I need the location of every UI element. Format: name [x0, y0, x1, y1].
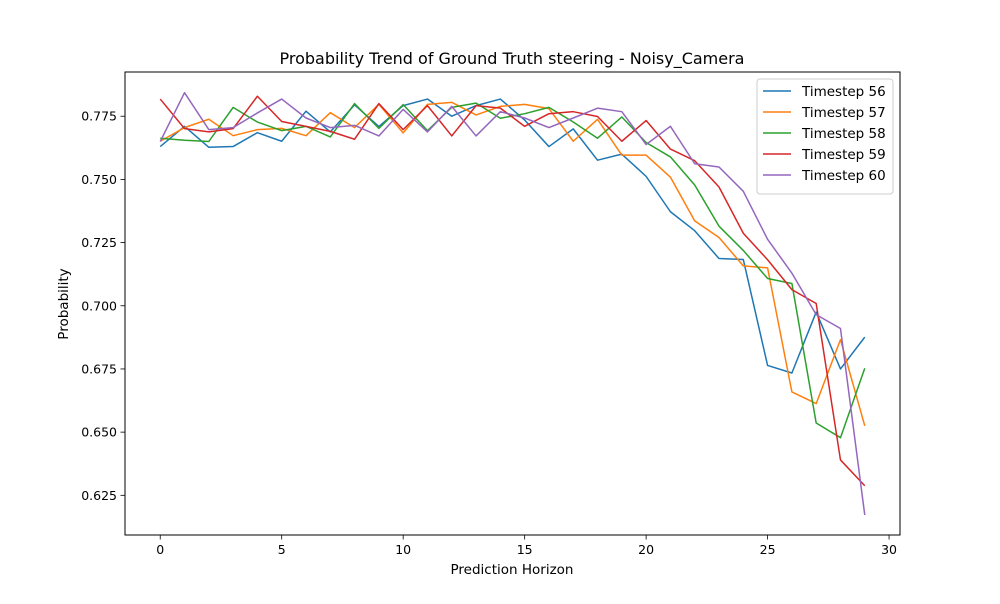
y-tick-label: 0.625: [81, 488, 117, 503]
x-axis-label: Prediction Horizon: [451, 562, 574, 578]
legend: Timestep 56 Timestep 57 Timestep 58 Timeste…: [756, 78, 894, 195]
legend-label-3: Timestep 58: [801, 126, 886, 142]
x-axis: 0 5 10 15 20 25 30: [156, 535, 897, 557]
x-tick-label: 30: [881, 542, 897, 557]
legend-label-1: Timestep 56: [801, 84, 886, 100]
series-line-5: [159, 91, 866, 516]
y-tick-label: 0.650: [81, 425, 117, 440]
series-line-1: [159, 98, 866, 374]
x-tick-label: 0: [156, 542, 164, 557]
plot-frame: [124, 71, 901, 536]
y-tick-label: 0.725: [81, 235, 117, 250]
series-lines: [159, 91, 866, 516]
series-line-4: [159, 95, 866, 487]
y-axis: 0.625 0.650 0.675 0.700 0.725 0.750 0.775: [81, 109, 125, 503]
legend-box: [756, 78, 894, 195]
x-tick-label: 5: [278, 542, 286, 557]
legend-label-2: Timestep 57: [801, 105, 886, 121]
y-axis-label: Probability: [56, 268, 72, 339]
y-tick-label: 0.775: [81, 109, 117, 124]
x-tick-label: 10: [395, 542, 411, 557]
y-tick-label: 0.675: [81, 361, 117, 376]
x-tick-label: 25: [760, 542, 776, 557]
chart-title: Probability Trend of Ground Truth steeri…: [280, 49, 745, 69]
x-tick-label: 15: [517, 542, 533, 557]
legend-label-5: Timestep 60: [801, 168, 886, 184]
legend-label-4: Timestep 59: [801, 147, 886, 163]
y-tick-label: 0.750: [81, 172, 117, 187]
y-tick-label: 0.700: [81, 298, 117, 313]
series-line-3: [160, 102, 866, 439]
x-tick-label: 20: [638, 542, 654, 557]
